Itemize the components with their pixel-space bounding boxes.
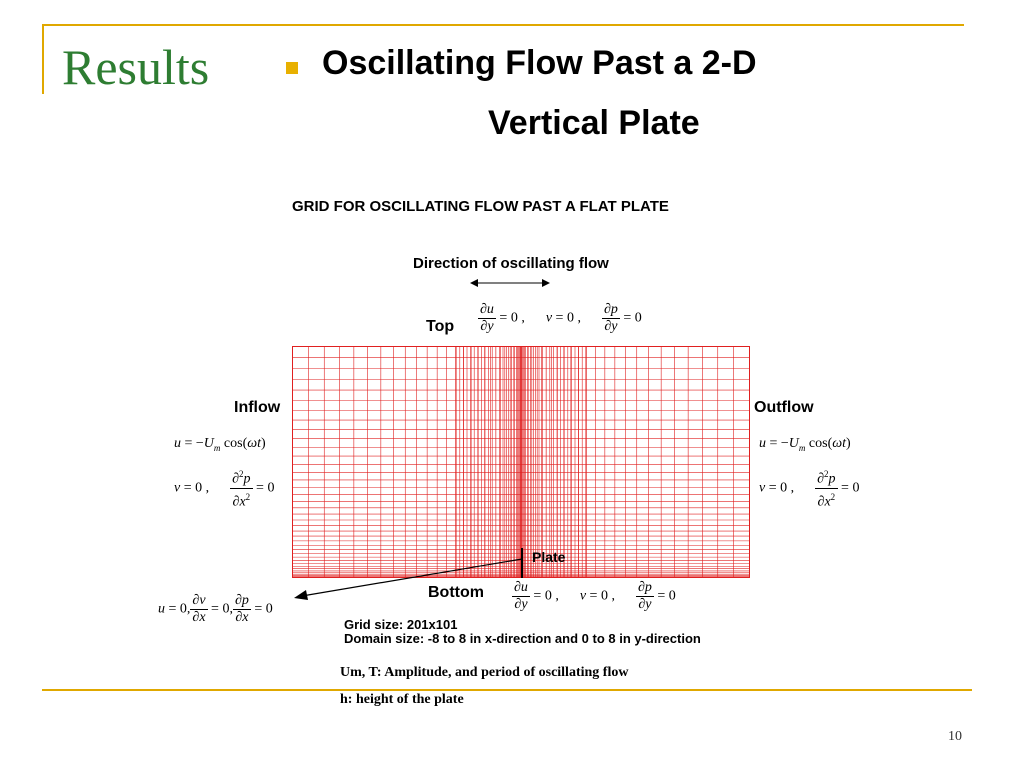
note-plate-height: h: height of the plate bbox=[340, 692, 464, 707]
left-rule bbox=[42, 24, 44, 94]
outflow-bc-equation-u: u = −Um cos(ωt) bbox=[759, 436, 851, 453]
top-bc-equation: ∂u ∂y = 0 , v = 0 , ∂p ∂y = 0 bbox=[478, 302, 642, 334]
computational-grid bbox=[292, 346, 750, 578]
slide-title: Results bbox=[62, 39, 210, 95]
bottom-bc-equation: ∂u ∂y = 0 , v = 0 , ∂p ∂y = 0 bbox=[512, 580, 676, 612]
plate-marker bbox=[521, 548, 523, 578]
top-label: Top bbox=[426, 318, 455, 335]
plate-label: Plate bbox=[532, 549, 566, 565]
top-rule bbox=[42, 24, 964, 26]
bullet-heading-line1: Oscillating Flow Past a 2-D bbox=[322, 44, 757, 82]
page-number: 10 bbox=[948, 729, 962, 744]
note-amplitude-period: Um, T: Amplitude, and period of oscillat… bbox=[340, 665, 629, 680]
direction-arrow-icon bbox=[470, 279, 550, 287]
bullet-square-icon bbox=[286, 62, 298, 74]
plate-bc-equation: u = 0, ∂v ∂x = 0, ∂p ∂x = 0 bbox=[158, 593, 273, 625]
plate-pointer-arrow bbox=[294, 558, 523, 600]
figure-caption: GRID FOR OSCILLATING FLOW PAST A FLAT PL… bbox=[292, 198, 669, 215]
inflow-bc-equation-u: u = −Um cos(ωt) bbox=[174, 436, 266, 453]
bottom-label: Bottom bbox=[428, 584, 484, 601]
bullet-heading-line2: Vertical Plate bbox=[488, 104, 700, 142]
outflow-bc-equation-vp: v = 0 , ∂2p ∂x2 = 0 bbox=[759, 466, 859, 510]
inflow-label: Inflow bbox=[234, 399, 281, 416]
domain-size-text: Domain size: -8 to 8 in x-direction and … bbox=[344, 631, 701, 646]
outflow-label: Outflow bbox=[754, 399, 814, 416]
bottom-rule bbox=[42, 689, 972, 691]
inflow-bc-equation-vp: v = 0 , ∂2p ∂x2 = 0 bbox=[174, 466, 274, 510]
grid-size-text: Grid size: 201x101 bbox=[344, 617, 458, 632]
direction-label: Direction of oscillating flow bbox=[413, 255, 609, 272]
